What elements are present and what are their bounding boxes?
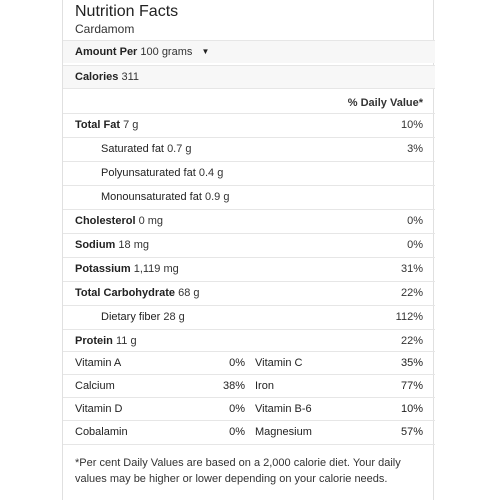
nutrient-row-potassium: Potassium 1,119 mg 31% — [63, 257, 435, 280]
vitamin-label: Vitamin C — [255, 357, 303, 369]
nutrient-label: Monounsaturated fat — [101, 191, 202, 203]
nutrient-amount: 28 g — [163, 311, 185, 323]
vitamin-pct: 77% — [400, 380, 423, 392]
vitamin-label: Vitamin D — [75, 403, 123, 415]
nutrient-label: Saturated fat — [101, 143, 164, 155]
nutrient-amount: 68 g — [178, 287, 200, 299]
nutrient-label: Protein — [75, 335, 113, 347]
nutrient-label: Polyunsaturated fat — [101, 167, 196, 179]
daily-value-footnote: *Per cent Daily Values are based on a 2,… — [63, 444, 435, 487]
vitamin-pct: 10% — [400, 403, 423, 415]
vitamin-pct: 57% — [400, 426, 423, 438]
nutrient-amount: 0.7 g — [167, 143, 192, 155]
vitamin-pct: 0% — [229, 357, 245, 369]
nutrient-label: Cholesterol — [75, 215, 136, 227]
nutrient-pct: 0% — [407, 215, 423, 227]
vitamin-row: Calcium 38% Iron 77% — [63, 374, 435, 397]
nutrition-title: Nutrition Facts — [75, 3, 179, 20]
vitamin-label: Calcium — [75, 380, 115, 392]
nutrient-row-cholesterol: Cholesterol 0 mg 0% — [63, 209, 435, 232]
nutrient-row-poly-fat: Polyunsaturated fat 0.4 g — [63, 161, 435, 184]
vitamin-label: Cobalamin — [75, 426, 128, 438]
serving-row[interactable]: Amount Per 100 grams ▼ — [63, 40, 435, 63]
vitamin-pct: 35% — [400, 357, 423, 369]
nutrient-row-mono-fat: Monounsaturated fat 0.9 g — [63, 185, 435, 208]
vitamin-pct: 0% — [229, 403, 245, 415]
daily-value-header: % Daily Value* — [347, 97, 423, 109]
caret-down-icon[interactable]: ▼ — [201, 47, 210, 56]
nutrient-pct: 0% — [407, 239, 423, 251]
nutrient-amount: 0.4 g — [198, 167, 224, 179]
nutrient-label: Total Carbohydrate — [75, 287, 176, 299]
vitamin-row: Vitamin D 0% Vitamin B-6 10% — [63, 397, 435, 420]
nutrient-row-sodium: Sodium 18 mg 0% — [63, 233, 435, 256]
calories-row: Calories 311 — [63, 65, 435, 88]
nutrient-amount: 18 mg — [118, 239, 149, 251]
food-name: Cardamom — [75, 22, 135, 36]
calories-value: 311 — [121, 71, 140, 83]
vitamin-row: Vitamin A 0% Vitamin C 35% — [63, 351, 435, 374]
nutrient-amount: 0 mg — [138, 215, 164, 227]
nutrient-amount: 1,119 mg — [133, 263, 179, 275]
nutrient-label: Total Fat — [75, 119, 121, 131]
nutrient-pct: 22% — [400, 335, 423, 347]
serving-value[interactable]: 100 grams — [140, 46, 193, 58]
nutrient-pct: 10% — [400, 119, 423, 131]
vitamin-label: Magnesium — [255, 426, 312, 438]
nutrition-facts-card: Nutrition Facts Cardamom Amount Per 100 … — [62, 0, 435, 500]
nutrient-row-total-carb: Total Carbohydrate 68 g 22% — [63, 281, 435, 304]
daily-value-header-row: % Daily Value* — [63, 88, 435, 114]
vitamin-row: Cobalamin 0% Magnesium 57% — [63, 420, 435, 443]
nutrient-row-fiber: Dietary fiber 28 g 112% — [63, 305, 435, 328]
nutrient-amount: 7 g — [123, 119, 139, 131]
nutrient-label: Dietary fiber — [101, 311, 161, 323]
vitamin-pct: 0% — [229, 426, 245, 438]
nutrient-label: Potassium — [75, 263, 131, 275]
nutrient-label: Sodium — [75, 239, 116, 251]
vitamin-label: Vitamin B-6 — [255, 403, 312, 415]
nutrient-pct: 31% — [400, 263, 423, 275]
nutrient-amount: 0.9 g — [204, 191, 230, 203]
vitamin-label: Iron — [255, 380, 274, 392]
nutrient-pct: 22% — [400, 287, 423, 299]
nutrient-row-total-fat: Total Fat 7 g 10% — [63, 113, 435, 136]
calories-label: Calories — [75, 71, 119, 83]
nutrient-pct: 112% — [395, 311, 423, 323]
serving-label: Amount Per — [75, 46, 138, 58]
vitamin-label: Vitamin A — [75, 357, 122, 369]
nutrient-row-protein: Protein 11 g 22% — [63, 329, 435, 352]
vitamin-pct: 38% — [222, 380, 245, 392]
nutrient-row-saturated-fat: Saturated fat 0.7 g 3% — [63, 137, 435, 160]
nutrient-pct: 3% — [407, 143, 423, 155]
nutrient-amount: 11 g — [115, 335, 137, 347]
